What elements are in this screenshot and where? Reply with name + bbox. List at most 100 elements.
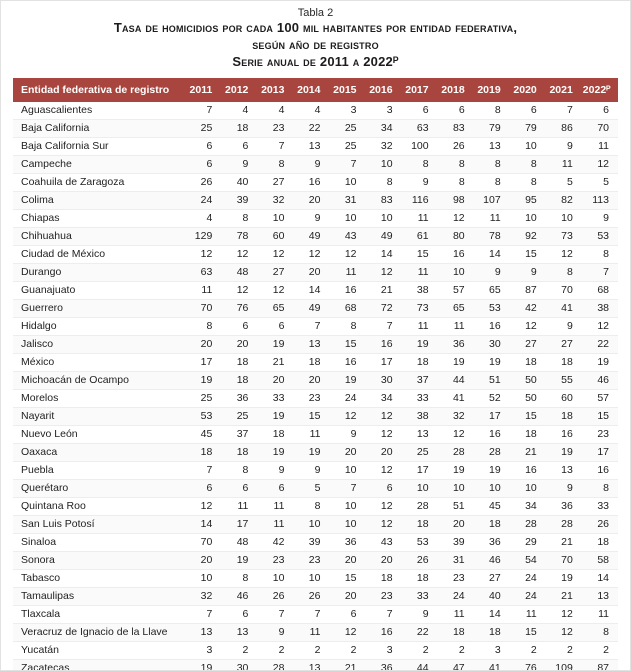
rate-value: 8 [221, 209, 258, 228]
rate-value: 41 [437, 389, 474, 408]
rate-value: 18 [473, 623, 510, 642]
rate-value: 23 [437, 569, 474, 588]
rate-value: 6 [257, 479, 294, 498]
rate-value: 19 [437, 353, 474, 372]
rate-value: 25 [221, 407, 258, 426]
rate-value: 55 [545, 371, 582, 390]
rate-value: 43 [365, 533, 402, 552]
rate-value: 42 [509, 299, 546, 318]
rate-value: 18 [221, 443, 258, 462]
rate-value: 68 [329, 299, 366, 318]
rate-value: 3 [473, 641, 510, 660]
entity-name: Chihuahua [13, 227, 186, 246]
rate-value: 20 [365, 551, 402, 570]
rate-value: 37 [401, 371, 438, 390]
rate-value: 19 [257, 443, 294, 462]
rate-value: 18 [509, 425, 546, 444]
rate-value: 28 [401, 497, 438, 516]
entity-name: México [13, 353, 186, 372]
rate-value: 37 [221, 425, 258, 444]
table-title-line2: según año de registro [252, 37, 379, 53]
rate-value: 6 [437, 101, 474, 120]
rate-value: 23 [293, 551, 330, 570]
entity-name: Tamaulipas [13, 587, 186, 606]
rate-value: 70 [581, 119, 618, 138]
rate-value: 9 [401, 605, 438, 624]
table-row: Coahuila de Zaragoza 26 40 27 16 10 8 9 8 8 8 5 5 [13, 173, 618, 192]
rate-value: 12 [221, 245, 258, 264]
rate-value: 7 [365, 317, 402, 336]
table-row: Jalisco 20 20 19 13 15 16 19 36 30 27 27 22 [13, 335, 618, 354]
rate-value: 12 [365, 263, 402, 282]
rate-value: 6 [185, 137, 222, 156]
entity-name: Durango [13, 263, 186, 282]
rate-value: 24 [509, 587, 546, 606]
entity-name: Baja California Sur [13, 137, 186, 156]
rate-value: 36 [473, 533, 510, 552]
table-row: Zacatecas 19 30 28 13 21 36 44 47 41 76 109 87 [13, 659, 618, 670]
rate-value: 13 [581, 587, 618, 606]
rate-value: 8 [365, 173, 402, 192]
table-row: Campeche 6 9 8 9 7 10 8 8 8 8 11 12 [13, 155, 618, 174]
column-header-year: 2020 [509, 77, 546, 102]
rate-value: 36 [365, 659, 402, 670]
rate-value: 10 [509, 479, 546, 498]
rate-value: 10 [293, 515, 330, 534]
rate-value: 6 [581, 101, 618, 120]
rate-value: 18 [473, 515, 510, 534]
rate-value: 6 [185, 155, 222, 174]
column-header-year: 2015 [329, 77, 366, 102]
rate-value: 11 [473, 209, 510, 228]
rate-value: 41 [473, 659, 510, 670]
rate-value: 25 [329, 119, 366, 138]
rate-value: 57 [581, 389, 618, 408]
rate-value: 98 [437, 191, 474, 210]
rate-value: 5 [545, 173, 582, 192]
entity-name: Oaxaca [13, 443, 186, 462]
rate-value: 3 [365, 101, 402, 120]
entity-name: Morelos [13, 389, 186, 408]
rate-value: 33 [401, 389, 438, 408]
rate-value: 11 [257, 497, 294, 516]
rate-value: 26 [185, 173, 222, 192]
rate-value: 23 [257, 551, 294, 570]
rate-value: 51 [437, 497, 474, 516]
rate-value: 16 [437, 245, 474, 264]
rate-value: 52 [473, 389, 510, 408]
rate-value: 4 [257, 101, 294, 120]
rate-value: 9 [401, 173, 438, 192]
entity-name: Michoacán de Ocampo [13, 371, 186, 390]
rate-value: 21 [365, 281, 402, 300]
rate-value: 7 [329, 155, 366, 174]
rate-value: 24 [437, 587, 474, 606]
rate-value: 78 [221, 227, 258, 246]
rate-value: 7 [185, 101, 222, 120]
table-title-block: Tabla 2 Tasa de homicidios por cada 100 … [1, 6, 630, 71]
rate-value: 23 [257, 119, 294, 138]
rate-value: 109 [545, 659, 582, 670]
entity-name: Jalisco [13, 335, 186, 354]
rate-value: 8 [581, 245, 618, 264]
rate-value: 12 [545, 245, 582, 264]
rate-value: 14 [473, 605, 510, 624]
rate-value: 63 [185, 263, 222, 282]
rate-value: 12 [221, 281, 258, 300]
rate-value: 11 [401, 209, 438, 228]
rate-value: 11 [293, 623, 330, 642]
rate-value: 116 [401, 191, 438, 210]
rate-value: 70 [185, 533, 222, 552]
table-row: Baja California Sur 6 6 7 13 25 32 100 26 13 10 9 11 [13, 137, 618, 156]
rate-value: 10 [365, 209, 402, 228]
rate-value: 10 [365, 155, 402, 174]
rate-value: 8 [293, 497, 330, 516]
rate-value: 27 [257, 173, 294, 192]
rate-value: 14 [293, 281, 330, 300]
rate-value: 7 [257, 605, 294, 624]
rate-value: 18 [365, 569, 402, 588]
table-row: Ciudad de México 12 12 12 12 12 14 15 16 14 15 12 8 [13, 245, 618, 264]
rate-value: 2 [221, 641, 258, 660]
rate-value: 12 [365, 515, 402, 534]
rate-value: 9 [581, 209, 618, 228]
rate-value: 12 [545, 605, 582, 624]
rate-value: 12 [329, 407, 366, 426]
